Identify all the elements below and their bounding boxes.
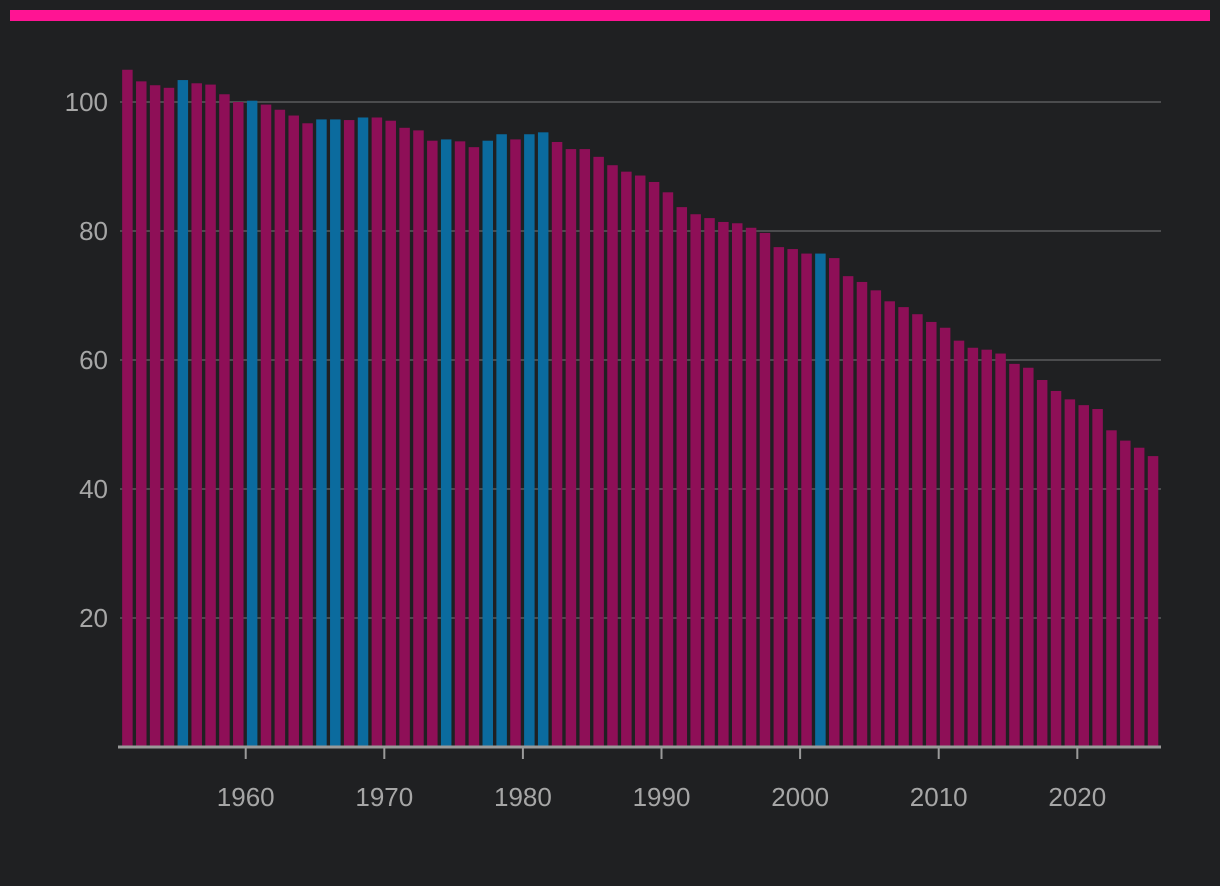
bar-2000 — [801, 253, 812, 747]
bar-1961 — [260, 104, 272, 747]
bar-1976 — [468, 147, 480, 747]
bar-1999 — [787, 249, 798, 747]
bar-1955 — [177, 80, 189, 747]
bar-1974 — [440, 139, 452, 747]
bar-1973 — [427, 140, 438, 747]
x-axis — [118, 745, 1161, 759]
bar-2005 — [870, 290, 882, 747]
bar-1983 — [565, 149, 577, 747]
y-tick-label-60: 60 — [79, 345, 108, 375]
bar-1965 — [316, 119, 327, 747]
bar-1953 — [149, 85, 161, 748]
bar-1982 — [551, 141, 563, 748]
bar-2007 — [898, 307, 909, 747]
x-tick-label-2010: 2010 — [910, 782, 968, 812]
bar-1958 — [219, 94, 230, 747]
bar-1985 — [593, 156, 604, 747]
bar-1971 — [399, 127, 410, 748]
bar-2008 — [912, 314, 923, 747]
bar-2003 — [842, 276, 854, 747]
bar-2006 — [884, 301, 895, 747]
bar-2015 — [1009, 363, 1020, 747]
bar-2018 — [1050, 390, 1062, 747]
bar-2020 — [1078, 405, 1089, 747]
bar-2012 — [967, 347, 979, 747]
bar-1988 — [634, 175, 646, 747]
bar-1975 — [454, 141, 466, 748]
bar-1989 — [648, 181, 660, 748]
x-tick-label-1970: 1970 — [355, 782, 413, 812]
bars — [122, 69, 1159, 748]
bar-1972 — [413, 130, 424, 747]
bar-1959 — [233, 102, 244, 747]
bar-1951 — [122, 69, 133, 747]
y-tick-labels: 20 40 60 80 100 — [65, 87, 108, 633]
bar-1977 — [482, 140, 494, 747]
bar-1979 — [510, 139, 521, 747]
bar-2013 — [981, 349, 992, 747]
bar-2009 — [926, 321, 937, 747]
y-tick-label-20: 20 — [79, 603, 108, 633]
bar-2025 — [1147, 456, 1159, 747]
bar-1952 — [136, 81, 147, 748]
bar-1992 — [690, 214, 701, 748]
bar-1981 — [537, 132, 549, 747]
y-tick-label-40: 40 — [79, 474, 108, 504]
bar-2010 — [939, 327, 951, 747]
bar-1995 — [731, 223, 743, 747]
bar-1968 — [357, 117, 369, 748]
bar-1994 — [718, 221, 729, 748]
bar-1990 — [662, 192, 674, 748]
x-tick-labels: 1960 1970 1980 1990 2000 2010 2020 — [217, 782, 1106, 812]
bar-1987 — [621, 171, 632, 747]
bar-1997 — [759, 232, 771, 747]
bar-2019 — [1064, 399, 1076, 747]
x-tick-label-2000: 2000 — [771, 782, 829, 812]
bar-2014 — [995, 353, 1006, 747]
bar-1964 — [302, 123, 313, 747]
x-tick-label-1990: 1990 — [633, 782, 691, 812]
x-tick-label-2020: 2020 — [1048, 782, 1106, 812]
bar-2011 — [953, 340, 965, 747]
bar-1962 — [274, 109, 286, 748]
bar-2024 — [1133, 447, 1145, 747]
y-tick-label-80: 80 — [79, 216, 108, 246]
bar-1969 — [371, 117, 383, 748]
bar-1954 — [163, 87, 175, 747]
bar-2023 — [1120, 440, 1131, 748]
bar-2001 — [815, 253, 826, 747]
bar-1956 — [191, 83, 202, 748]
bar-1986 — [607, 165, 618, 747]
bar-2021 — [1092, 409, 1103, 747]
bar-2016 — [1023, 367, 1034, 747]
bar-1998 — [773, 247, 785, 748]
bar-1966 — [330, 119, 341, 747]
bar-2017 — [1036, 380, 1048, 747]
bar-1984 — [579, 149, 591, 747]
bar-1980 — [524, 134, 535, 747]
bar-1996 — [745, 227, 757, 747]
y-tick-label-100: 100 — [65, 87, 108, 117]
bar-1991 — [676, 207, 688, 747]
bar-1963 — [288, 115, 299, 748]
x-tick-label-1960: 1960 — [217, 782, 275, 812]
bar-1970 — [385, 120, 396, 747]
bar-1978 — [496, 134, 507, 747]
x-tick-label-1980: 1980 — [494, 782, 552, 812]
bar-1967 — [343, 120, 355, 747]
bar-1957 — [205, 84, 216, 747]
top-accent-rule — [10, 10, 1210, 21]
bar-1993 — [704, 218, 715, 748]
bar-2002 — [829, 258, 840, 747]
bar-2004 — [856, 281, 868, 747]
bar-2022 — [1106, 430, 1117, 747]
bar-1960 — [246, 100, 258, 747]
